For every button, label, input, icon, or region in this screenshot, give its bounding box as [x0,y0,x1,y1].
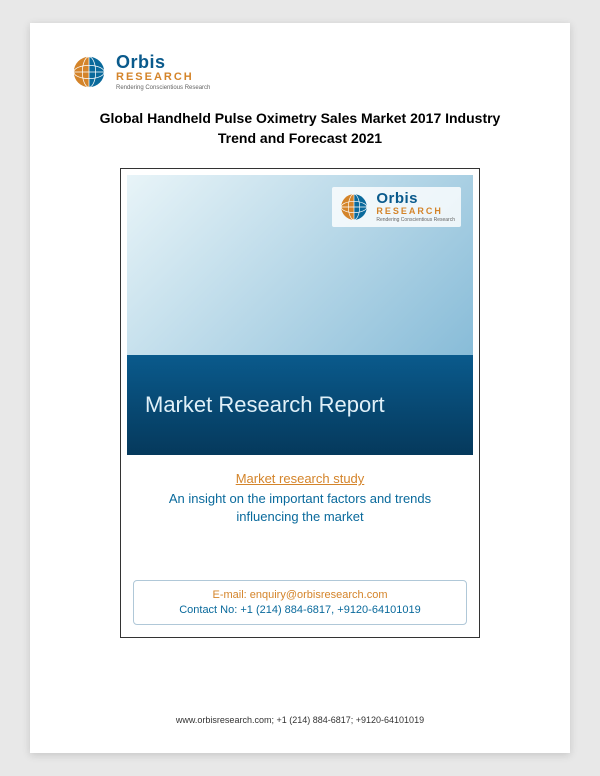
card-title-band: Market Research Report [127,355,473,455]
logo-text: Orbis RESEARCH Rendering Conscientious R… [116,53,210,91]
globe-icon [338,191,370,223]
card-logo: Orbis RESEARCH Rendering Conscientious R… [332,187,461,227]
document-page: Orbis RESEARCH Rendering Conscientious R… [30,23,570,753]
logo-subbrand: RESEARCH [116,72,210,83]
contact-box: E-mail: enquiry@orbisresearch.com Contac… [133,580,467,625]
header-logo: Orbis RESEARCH Rendering Conscientious R… [70,53,530,91]
report-heading: Market Research Report [145,392,385,418]
card-study-block: Market research study An insight on the … [127,455,473,535]
contact-phone: Contact No: +1 (214) 884-6817, +9120-641… [138,604,462,616]
logo-brand: Orbis [116,53,210,71]
globe-icon [70,53,108,91]
study-title: Market research study [141,471,459,486]
report-card: Orbis RESEARCH Rendering Conscientious R… [120,168,480,638]
page-footer: www.orbisresearch.com; +1 (214) 884-6817… [30,715,570,725]
report-card-inner: Orbis RESEARCH Rendering Conscientious R… [127,175,473,631]
page-title: Global Handheld Pulse Oximetry Sales Mar… [70,109,530,148]
logo-brand: Orbis [376,191,455,206]
logo-tagline: Rendering Conscientious Research [376,218,455,223]
card-logo-text: Orbis RESEARCH Rendering Conscientious R… [376,191,455,223]
logo-subbrand: RESEARCH [376,207,455,216]
card-hero: Orbis RESEARCH Rendering Conscientious R… [127,175,473,355]
logo-tagline: Rendering Conscientious Research [116,85,210,91]
contact-email: E-mail: enquiry@orbisresearch.com [138,589,462,601]
study-insight: An insight on the important factors and … [141,490,459,525]
